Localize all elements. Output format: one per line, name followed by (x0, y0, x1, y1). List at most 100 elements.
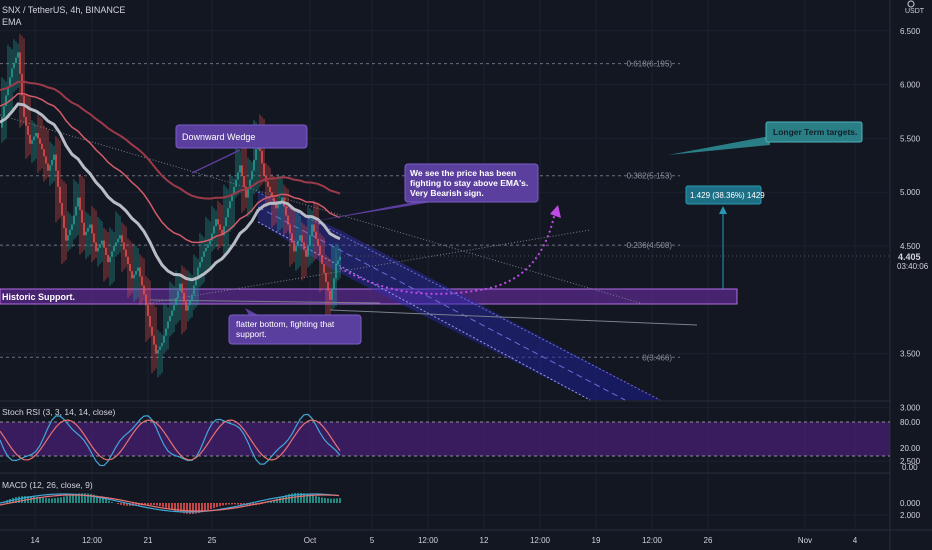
candle-body (57, 170, 59, 187)
macd-label: MACD (12, 26, close, 9) (2, 480, 93, 490)
candle-body (53, 154, 55, 160)
candle-body (13, 63, 15, 69)
candle-body (305, 249, 307, 257)
candle-body (113, 246, 115, 252)
candle-body (239, 165, 241, 173)
time-tick-label: 21 (144, 536, 153, 545)
time-tick-label: 14 (31, 536, 40, 545)
macd-bar (42, 497, 44, 503)
candle-body (339, 256, 341, 261)
price-tick-label: 2.000 (900, 511, 921, 520)
candle-body (165, 328, 167, 336)
candle-body (95, 242, 97, 252)
macd-bar (84, 493, 86, 503)
candle-body (233, 186, 235, 194)
last-price-badge (891, 250, 932, 272)
candle-body (127, 256, 129, 264)
candle-body (75, 206, 77, 216)
candle-body (145, 294, 147, 306)
candle-body (59, 186, 61, 203)
macd-bar (63, 496, 65, 503)
fib-label: 0.618(6.195) (627, 60, 673, 69)
candle-body (223, 226, 225, 236)
candle-body (201, 256, 203, 263)
candle-body (253, 159, 255, 171)
candle-body (31, 140, 33, 144)
price-tick-label: 3.500 (900, 350, 921, 359)
price-tick-label: 6.000 (900, 81, 921, 90)
projected-arrow-head (550, 205, 561, 218)
ema-note[interactable]: We see the price has been fighting to st… (310, 163, 539, 222)
macd-bar (336, 498, 338, 503)
candle-body (105, 247, 107, 255)
candle-body (49, 165, 51, 171)
ema-line-red (0, 92, 341, 244)
ema-note-text: We see the price has been fighting to st… (410, 168, 531, 198)
macd-bar (120, 503, 122, 505)
symbol-title: SNX / TetherUS, 4h, BINANCE (2, 5, 125, 15)
macd-bar (192, 503, 194, 514)
macd-bar (66, 495, 68, 503)
macd-bar (45, 498, 47, 503)
candle-body (55, 154, 57, 171)
price-axis[interactable]: 8.5008.0007.5007.0006.5006.0005.5005.000… (900, 0, 921, 520)
candle-body (185, 301, 187, 311)
candle-body (207, 244, 209, 248)
candle-body (195, 276, 197, 286)
fib-label: 0.236(4.508) (627, 241, 673, 250)
candle-body (125, 249, 127, 257)
candle-body (139, 267, 141, 277)
candle-body (251, 170, 253, 180)
macd-bar (159, 503, 161, 507)
macd-bar (198, 503, 200, 514)
candle-body (169, 315, 171, 322)
macd-bar (234, 503, 236, 505)
candle-body (225, 217, 227, 227)
candle-body (271, 192, 273, 198)
support-flat-line (149, 299, 381, 304)
macd-bar (243, 503, 245, 505)
longer-term-note[interactable]: Longer Term targets. (668, 121, 863, 155)
candle-body (87, 228, 89, 232)
macd-bar (93, 494, 95, 503)
ema-line-maroon (0, 80, 341, 200)
candle-body (175, 298, 177, 306)
candle-body (5, 95, 7, 107)
downward-wedge-note[interactable]: Downward Wedge (175, 124, 308, 174)
flatter-bottom-note[interactable]: flatter bottom, fighting that support. (228, 308, 362, 345)
measure-box[interactable] (685, 185, 762, 205)
macd-bar (117, 503, 119, 505)
macd-bar (102, 498, 104, 503)
macd-bar (75, 493, 77, 503)
candle-body (335, 263, 337, 268)
macd-bar (18, 496, 20, 503)
candle-body (81, 210, 83, 223)
measure-arrow-head (719, 206, 727, 214)
time-tick-label: 5 (370, 536, 375, 545)
candle-body (107, 254, 109, 263)
historic-support-zone[interactable] (0, 288, 738, 305)
candle-body (51, 159, 53, 166)
candle-body (43, 149, 45, 157)
time-tick-label: 25 (208, 536, 217, 545)
candle-body (19, 52, 21, 74)
channel-upper-line (257, 191, 661, 401)
candle-body (163, 335, 165, 343)
candle-body (65, 228, 67, 241)
macd-bar (171, 503, 173, 510)
candle-body (301, 235, 303, 243)
macd-tick-0: 0.000 (900, 499, 921, 508)
candle-body (117, 238, 119, 243)
gear-icon[interactable] (907, 0, 915, 8)
macd-bar (33, 496, 35, 503)
time-axis[interactable]: 14 12:00 21 25 Oct 5 12:00 12 12:00 19 12:00 26 Nov 4 (31, 536, 858, 545)
macd-bar (303, 493, 305, 503)
candle-body (47, 163, 49, 171)
macd-bar (177, 503, 179, 512)
candle-body (11, 68, 13, 78)
candle-body (79, 197, 81, 211)
channel-mid-line (257, 206, 626, 401)
macd-signal-line (0, 494, 340, 512)
candle-body (83, 222, 85, 236)
